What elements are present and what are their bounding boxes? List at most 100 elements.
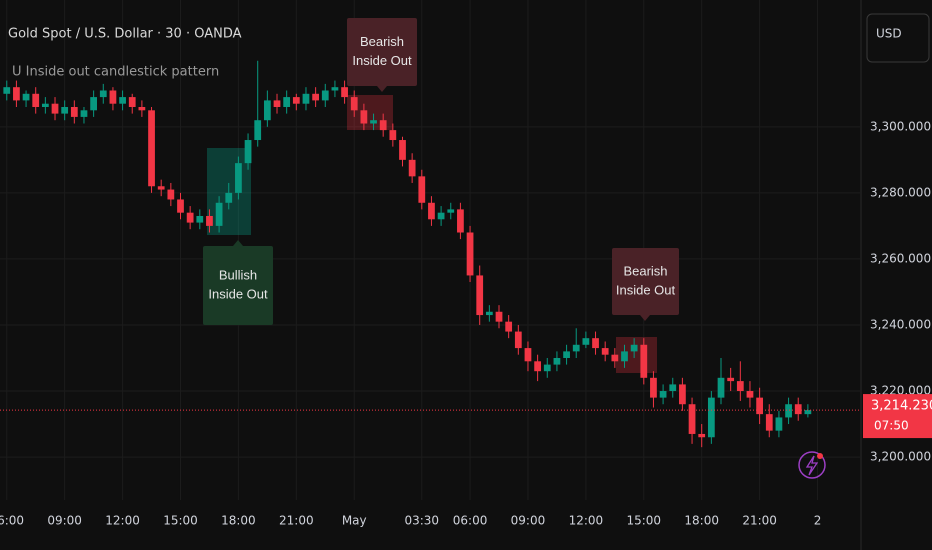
candle-body [13, 87, 20, 101]
currency-label: USD [876, 27, 902, 41]
candle-body [41, 103, 49, 108]
candle-body [51, 103, 59, 114]
candle-body [698, 433, 706, 438]
currency-button[interactable] [866, 13, 930, 63]
candle-body [370, 120, 377, 124]
candle-body [659, 391, 667, 398]
candle-body [244, 140, 252, 164]
candle-body [514, 331, 522, 349]
candle-body [3, 87, 11, 94]
candle-body [235, 163, 242, 193]
x-tick-label: 12:00 [105, 514, 140, 528]
candle-body [466, 232, 474, 276]
candle-body [485, 311, 493, 316]
annotation-text: Inside Out [616, 282, 676, 297]
y-tick-label: 3,300.000 [870, 119, 931, 133]
annotation-text: Inside Out [352, 53, 412, 68]
candle-body [765, 414, 773, 431]
y-tick-label: 3,280.000 [870, 185, 931, 199]
candle-body [688, 404, 696, 434]
candle-body [61, 107, 69, 114]
candle-body [379, 120, 387, 131]
candle-body [399, 140, 406, 160]
annotation-pointer [640, 315, 650, 321]
candle-body [707, 397, 715, 438]
x-tick-label: 03:30 [404, 514, 439, 528]
indicator-name: U Inside out candlestick pattern [12, 65, 219, 80]
candle-body [138, 107, 146, 111]
annotation-box [203, 246, 273, 325]
candle-body [457, 209, 464, 233]
x-tick-label: May [342, 514, 367, 528]
candle-body [534, 361, 541, 372]
candle-body [312, 93, 320, 101]
candle-body [640, 344, 648, 378]
candle-body [360, 110, 368, 124]
candle-body [341, 87, 348, 98]
candle-body [32, 93, 40, 108]
candle-body [746, 391, 754, 398]
x-tick-label: 2 [814, 514, 822, 528]
candle-body [524, 348, 532, 362]
candle-body [785, 404, 792, 418]
candle-body [543, 364, 551, 372]
candle-body [196, 215, 204, 223]
candle-body [225, 192, 233, 203]
x-tick-label: 18:00 [684, 514, 719, 528]
candle-body [611, 354, 619, 362]
x-tick-label: 15:00 [163, 514, 198, 528]
candle-body [736, 381, 744, 392]
candle-body [70, 107, 78, 117]
annotation-box [612, 248, 679, 315]
x-tick-label: 09:00 [47, 514, 82, 528]
candle-body [350, 97, 358, 111]
candle-body [563, 351, 570, 358]
candles [3, 60, 812, 448]
x-tick-label: 15:00 [626, 514, 661, 528]
x-tick-label: 18:00 [221, 514, 256, 528]
candle-body [447, 209, 455, 213]
candle-body [148, 110, 155, 187]
candle-body [775, 417, 783, 431]
annotation-pointer [377, 86, 387, 92]
candle-body [109, 90, 117, 104]
candle-body [321, 90, 329, 101]
candle-body [756, 397, 763, 415]
candle-body [650, 377, 657, 398]
annotation-text: Bearish [360, 34, 404, 49]
candle-body [215, 202, 223, 226]
candle-body [418, 176, 426, 203]
candle-body [794, 404, 802, 415]
candle-body [505, 321, 513, 332]
candle-body [302, 93, 310, 104]
y-tick-label: 3,220.000 [870, 384, 931, 398]
annotation-text: Bearish [623, 263, 667, 278]
candle-body [582, 338, 590, 345]
candle-body [22, 93, 30, 101]
candle-body [679, 384, 686, 405]
candle-body [119, 97, 126, 104]
y-tick-label: 3,260.000 [870, 251, 931, 265]
candle-body [90, 97, 98, 111]
candle-body [157, 186, 165, 190]
candle-body [572, 344, 580, 352]
candle-body [630, 344, 638, 352]
countdown-label: 07:50 [874, 419, 909, 433]
candle-body [437, 212, 445, 220]
last-price-badge [863, 394, 932, 439]
alert-icon[interactable] [798, 451, 826, 479]
annotation-text: Inside Out [208, 286, 268, 301]
candle-body [273, 100, 281, 108]
candle-body [177, 199, 184, 213]
y-tick-label: 3,240.000 [870, 317, 931, 331]
candle-body [80, 110, 88, 117]
candle-body [804, 410, 812, 415]
candle-body [601, 348, 609, 355]
candle-body [621, 351, 628, 362]
x-tick-label: 06:00 [0, 514, 24, 528]
candle-body [99, 90, 107, 98]
candle-body [428, 202, 435, 220]
last-price-label: 3,214.230 [871, 399, 932, 414]
